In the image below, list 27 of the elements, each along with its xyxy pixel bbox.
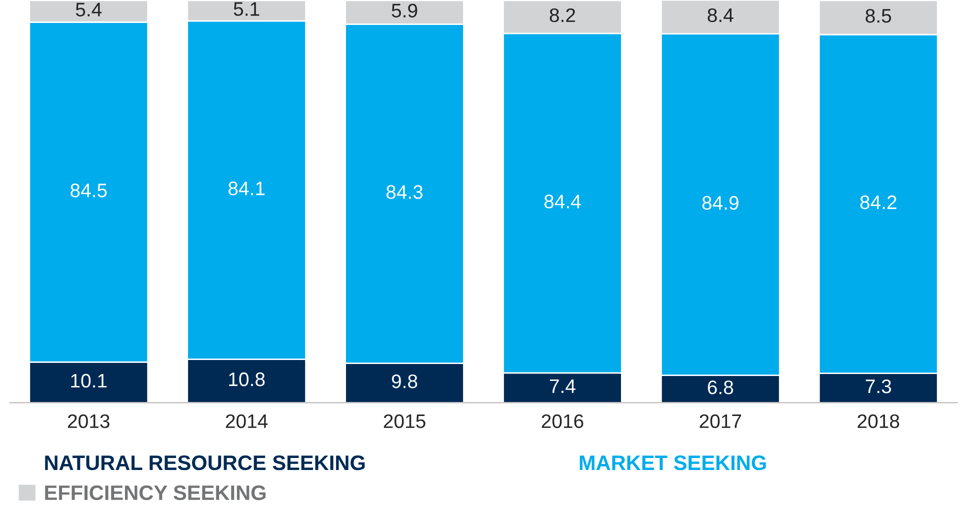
data-label: 7.4 xyxy=(550,379,576,393)
data-label: 84.4 xyxy=(544,194,581,208)
data-label: 5.9 xyxy=(392,4,418,18)
x-tick-label: 2014 xyxy=(226,414,268,428)
x-tick-label: 2013 xyxy=(68,414,110,428)
data-label: 6.8 xyxy=(708,380,734,394)
data-label: 8.2 xyxy=(550,8,576,22)
data-label: 10.1 xyxy=(71,374,107,388)
data-label: 5.1 xyxy=(234,2,260,16)
x-tick-label: 2015 xyxy=(384,414,426,428)
x-tick-label: 2016 xyxy=(542,414,584,428)
data-label: 84.2 xyxy=(860,195,896,210)
data-label: 84.9 xyxy=(702,196,738,210)
x-tick-label: 2017 xyxy=(700,414,742,428)
data-label: 84.3 xyxy=(386,185,423,199)
data-label: 8.5 xyxy=(866,8,892,23)
data-label: 5.4 xyxy=(76,2,102,16)
x-tick-label: 2018 xyxy=(858,414,900,428)
data-label: 84.1 xyxy=(228,182,265,196)
legend-label: EFFICIENCY SEEKING xyxy=(45,485,266,500)
data-label: 7.3 xyxy=(866,379,892,394)
text: MARKET SEEKING xyxy=(580,455,766,470)
data-label: 84.5 xyxy=(70,184,107,198)
text: NATURAL RESOURCE SEEKING xyxy=(45,455,365,470)
data-label: 8.4 xyxy=(708,8,734,22)
data-label: 10.8 xyxy=(229,372,265,386)
data-label: 9.8 xyxy=(392,374,418,388)
